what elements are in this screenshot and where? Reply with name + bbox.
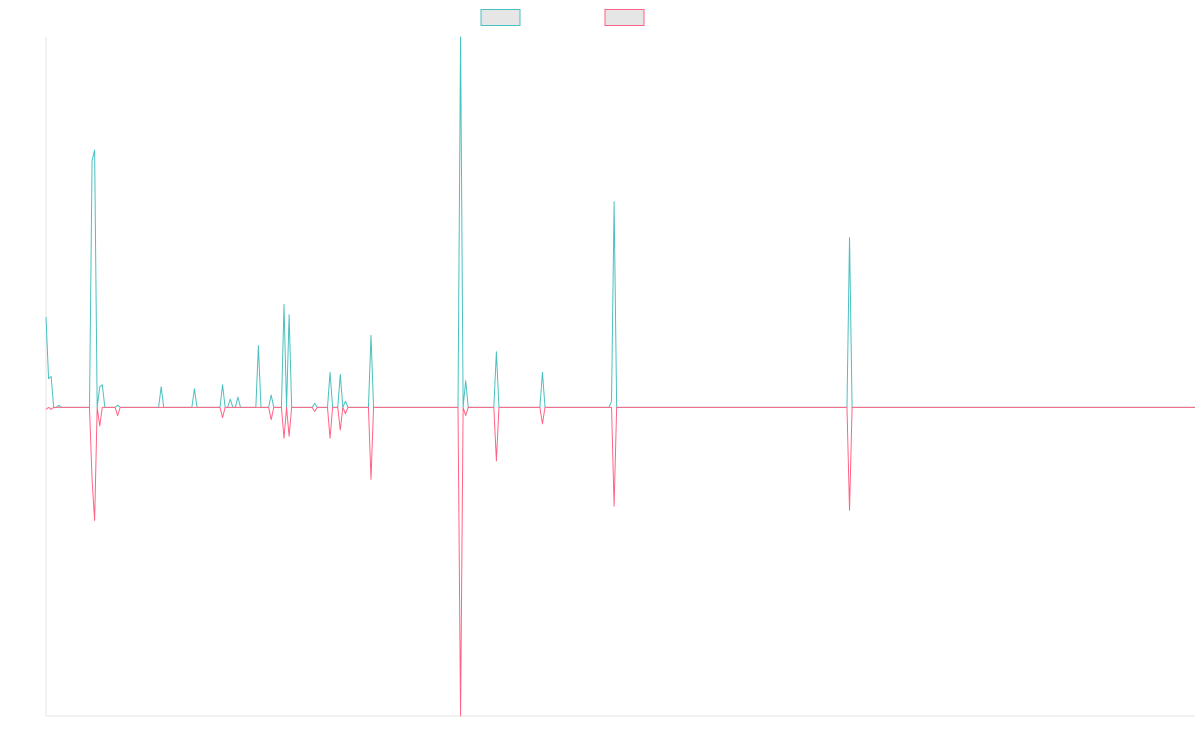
series-line-0 bbox=[45, 36, 1195, 408]
legend-swatch-0[interactable] bbox=[480, 9, 521, 26]
legend-swatch-1[interactable] bbox=[604, 9, 645, 26]
series-layer bbox=[45, 36, 1195, 717]
series-line-1 bbox=[45, 406, 1195, 717]
axes bbox=[45, 37, 1195, 717]
legend bbox=[480, 9, 645, 26]
